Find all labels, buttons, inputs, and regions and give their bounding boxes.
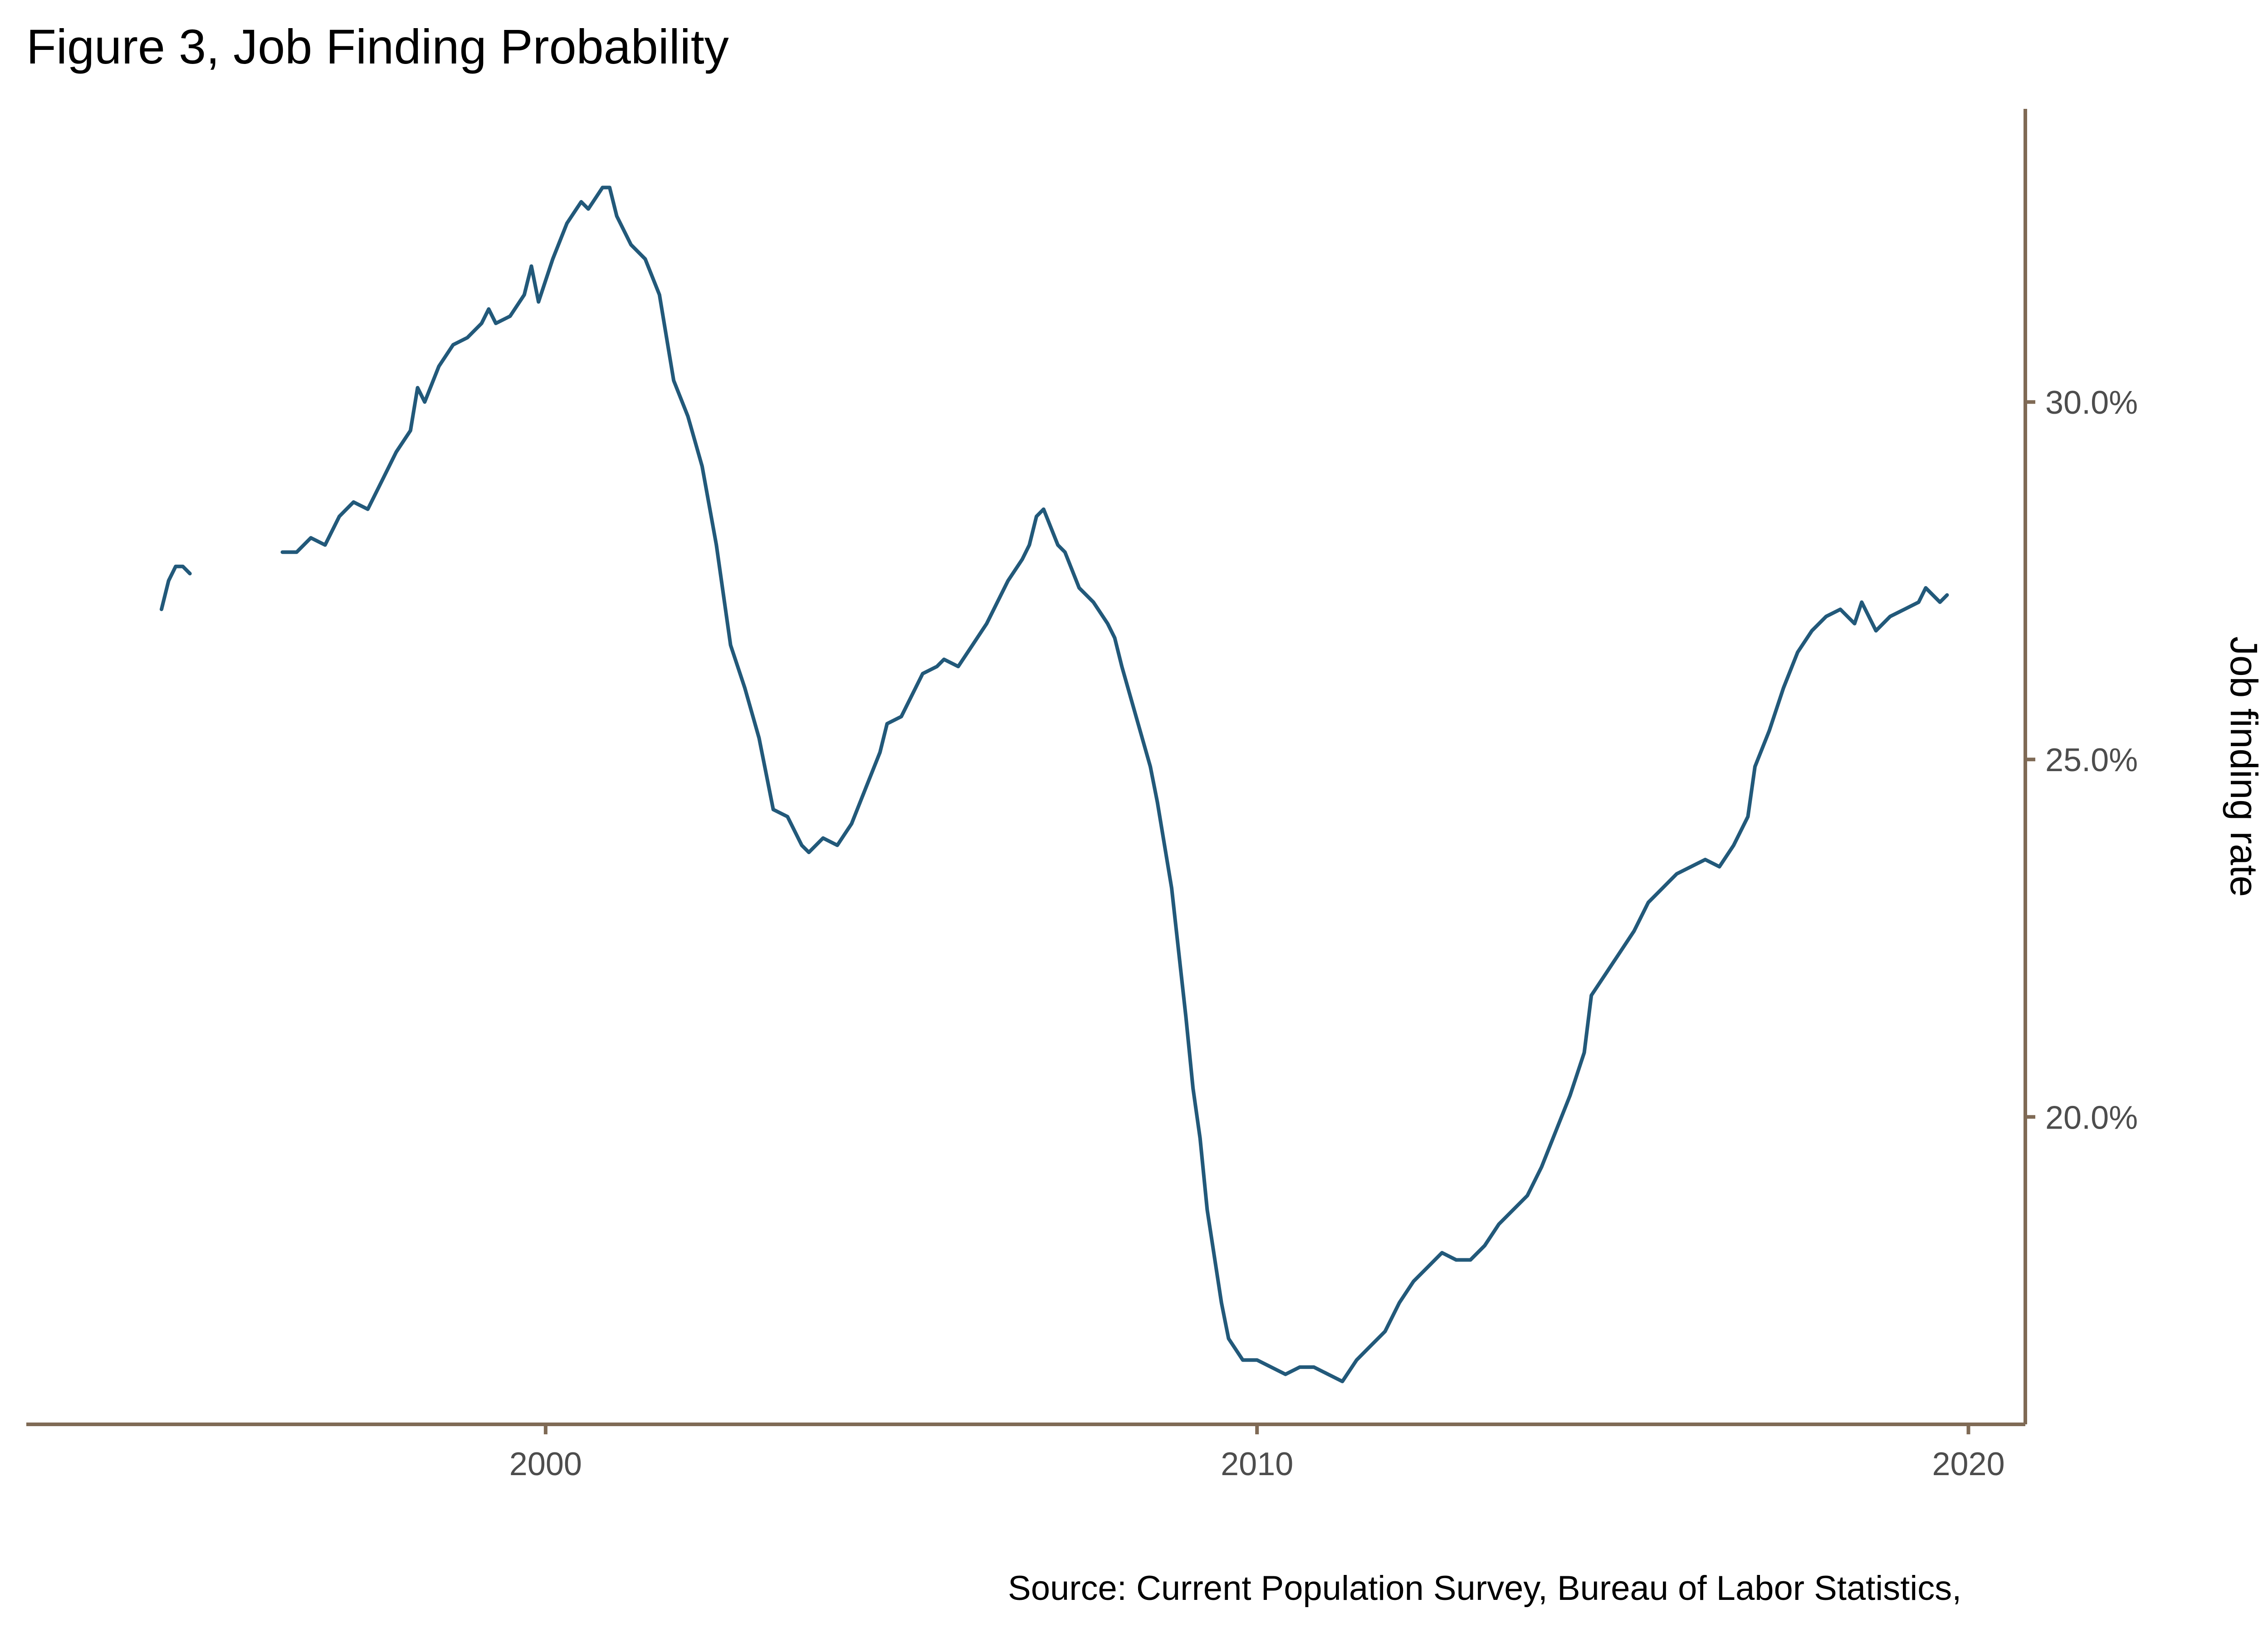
y-tick-label: 30.0% (2045, 385, 2138, 421)
y-axis-ticks: 20.0% 25.0% 30.0% (2025, 385, 2138, 1136)
series-line-segment-1 (160, 564, 192, 611)
chart-title: Figure 3, Job Finding Probability (26, 19, 729, 74)
x-tick-label: 2010 (1221, 1446, 1293, 1482)
x-axis-ticks: 2000 2010 2020 (509, 1424, 2005, 1482)
x-tick-label: 2020 (1932, 1446, 2004, 1482)
source-caption: Source: Current Population Survey, Burea… (1008, 1569, 1962, 1608)
y-tick-label: 25.0% (2045, 742, 2138, 778)
series-line-segment-2 (280, 186, 1949, 1384)
y-axis-title: Job finding rate (2223, 636, 2265, 897)
x-tick-label: 2000 (509, 1446, 582, 1482)
series-layer (160, 186, 1949, 1384)
y-tick-label: 20.0% (2045, 1100, 2138, 1136)
